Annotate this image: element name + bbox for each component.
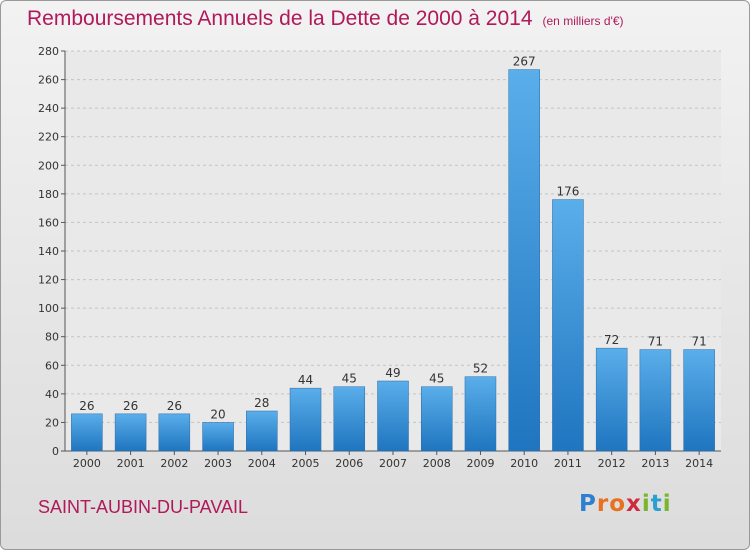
data-label: 44 xyxy=(298,373,313,387)
y-tick-label: 240 xyxy=(38,102,59,115)
data-label: 52 xyxy=(473,362,488,376)
y-tick-label: 120 xyxy=(38,274,59,287)
x-tick-label: 2010 xyxy=(510,457,538,470)
data-label: 28 xyxy=(254,396,269,410)
x-tick-label: 2007 xyxy=(379,457,407,470)
x-tick-label: 2014 xyxy=(685,457,713,470)
data-label: 49 xyxy=(385,366,400,380)
bar xyxy=(333,386,366,452)
x-tick-label: 2001 xyxy=(117,457,145,470)
data-label: 20 xyxy=(210,407,225,421)
commune-name: SAINT-AUBIN-DU-PAVAIL xyxy=(38,497,249,517)
proxiti-logo: Proxiti xyxy=(579,491,672,517)
bar xyxy=(246,410,278,452)
logo-letter: i xyxy=(641,491,651,517)
x-tick-label: 2012 xyxy=(598,457,626,470)
logo-letter: P xyxy=(579,491,597,517)
y-tick-label: 20 xyxy=(45,416,59,429)
x-tick-label: 2000 xyxy=(73,457,101,470)
data-label: 26 xyxy=(123,399,138,413)
data-label: 26 xyxy=(167,399,182,413)
bar xyxy=(289,387,322,452)
data-label: 176 xyxy=(556,185,579,199)
bar xyxy=(552,199,584,452)
data-label: 267 xyxy=(513,55,536,69)
logo-letter: o xyxy=(609,491,627,517)
data-label: 72 xyxy=(604,333,619,347)
bar xyxy=(114,413,147,452)
y-tick-label: 100 xyxy=(38,302,59,315)
x-tick-label: 2008 xyxy=(423,457,451,470)
bar xyxy=(420,386,453,452)
y-tick-label: 280 xyxy=(38,45,59,58)
data-label: 71 xyxy=(648,335,663,349)
y-tick-label: 200 xyxy=(38,159,59,172)
bar xyxy=(158,413,191,452)
y-tick-label: 140 xyxy=(38,245,59,258)
bar xyxy=(683,349,715,452)
chart-title: Remboursements Annuels de la Dette de 20… xyxy=(27,7,624,31)
x-tick-label: 2003 xyxy=(204,457,232,470)
data-label: 45 xyxy=(429,372,444,386)
logo-letter: x xyxy=(626,491,642,517)
x-tick-label: 2006 xyxy=(335,457,363,470)
x-tick-label: 2004 xyxy=(248,457,276,470)
bar xyxy=(71,413,103,452)
x-tick-label: 2005 xyxy=(292,457,320,470)
bar xyxy=(639,349,672,452)
bar xyxy=(377,380,409,452)
y-tick-label: 80 xyxy=(45,331,59,344)
x-tick-label: 2009 xyxy=(466,457,494,470)
x-tick-label: 2011 xyxy=(554,457,582,470)
data-label: 45 xyxy=(342,372,357,386)
logo-letter: r xyxy=(596,491,610,517)
logo-letter: i xyxy=(662,491,672,517)
y-tick-label: 0 xyxy=(52,445,59,458)
chart-title-text: Remboursements Annuels de la Dette de 20… xyxy=(27,7,533,30)
y-tick-label: 220 xyxy=(38,131,59,144)
data-label: 26 xyxy=(79,399,94,413)
chart-unit: (en milliers d'€) xyxy=(542,14,624,28)
bar xyxy=(595,347,628,452)
y-tick-label: 260 xyxy=(38,74,59,87)
x-tick-label: 2002 xyxy=(160,457,188,470)
bar xyxy=(202,422,234,452)
y-tick-label: 40 xyxy=(45,388,59,401)
y-tick-label: 160 xyxy=(38,216,59,229)
y-tick-label: 180 xyxy=(38,188,59,201)
x-tick-label: 2013 xyxy=(641,457,669,470)
logo-letter: t xyxy=(650,491,663,517)
data-label: 71 xyxy=(691,335,706,349)
y-tick-label: 60 xyxy=(45,359,59,372)
bar xyxy=(508,69,540,452)
bar xyxy=(464,376,497,452)
